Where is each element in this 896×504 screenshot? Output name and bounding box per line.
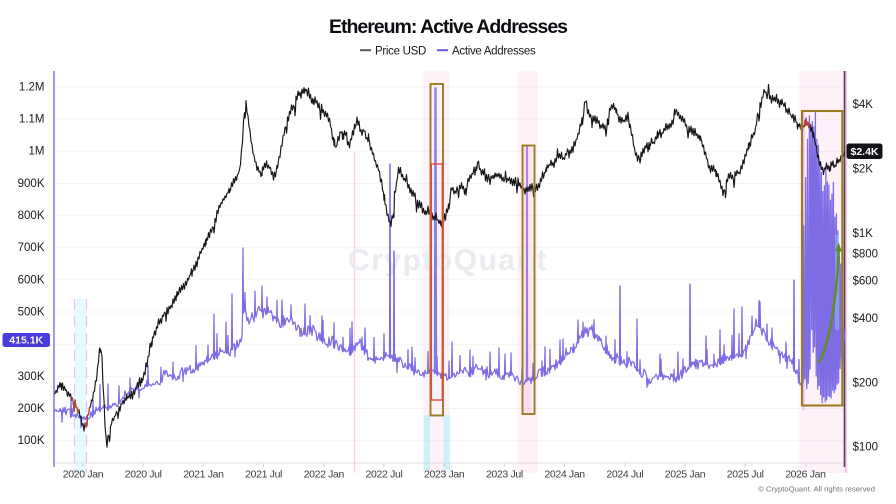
- svg-text:2024 Jul: 2024 Jul: [606, 469, 643, 481]
- svg-text:400K: 400K: [18, 339, 45, 351]
- svg-text:2022 Jan: 2022 Jan: [304, 469, 345, 481]
- svg-text:$200: $200: [853, 377, 879, 389]
- svg-text:$100: $100: [853, 442, 879, 454]
- svg-text:2025 Jan: 2025 Jan: [665, 469, 706, 481]
- svg-text:700K: 700K: [18, 242, 45, 254]
- svg-text:800K: 800K: [18, 210, 45, 222]
- svg-text:300K: 300K: [18, 371, 45, 383]
- svg-text:900K: 900K: [18, 178, 45, 190]
- svg-text:1.1M: 1.1M: [19, 114, 45, 126]
- svg-text:$2K: $2K: [853, 163, 874, 175]
- svg-text:$400: $400: [853, 313, 879, 325]
- svg-text:100K: 100K: [18, 435, 45, 447]
- svg-text:$4K: $4K: [853, 99, 874, 111]
- svg-text:2025 Jul: 2025 Jul: [727, 469, 764, 481]
- svg-text:600K: 600K: [18, 274, 45, 286]
- svg-text:1M: 1M: [29, 146, 45, 158]
- svg-text:$1K: $1K: [853, 228, 874, 240]
- svg-text:2021 Jul: 2021 Jul: [245, 469, 282, 481]
- svg-text:2026 Jan: 2026 Jan: [785, 469, 826, 481]
- svg-text:2023 Jul: 2023 Jul: [486, 469, 523, 481]
- svg-text:Price USD: Price USD: [375, 46, 426, 58]
- svg-text:415.1K: 415.1K: [9, 335, 43, 347]
- svg-text:2021 Jan: 2021 Jan: [183, 469, 224, 481]
- svg-text:2020 Jan: 2020 Jan: [63, 469, 104, 481]
- svg-text:200K: 200K: [18, 403, 45, 415]
- svg-text:1.2M: 1.2M: [19, 81, 45, 93]
- svg-text:© CryptoQuant. All rights rese: © CryptoQuant. All rights reserved: [758, 485, 875, 494]
- svg-text:500K: 500K: [18, 306, 45, 318]
- svg-text:$800: $800: [853, 249, 879, 261]
- svg-text:Active Addresses: Active Addresses: [452, 46, 536, 58]
- svg-text:Ethereum: Active Addresses: Ethereum: Active Addresses: [329, 16, 568, 38]
- svg-text:2020 Jul: 2020 Jul: [125, 469, 162, 481]
- svg-text:CryptoQuant: CryptoQuant: [348, 244, 548, 277]
- svg-text:2024 Jan: 2024 Jan: [544, 469, 585, 481]
- svg-text:2022 Jul: 2022 Jul: [366, 469, 403, 481]
- svg-text:2023 Jan: 2023 Jan: [424, 469, 465, 481]
- svg-text:$2.4K: $2.4K: [850, 146, 878, 158]
- svg-text:$600: $600: [853, 275, 879, 287]
